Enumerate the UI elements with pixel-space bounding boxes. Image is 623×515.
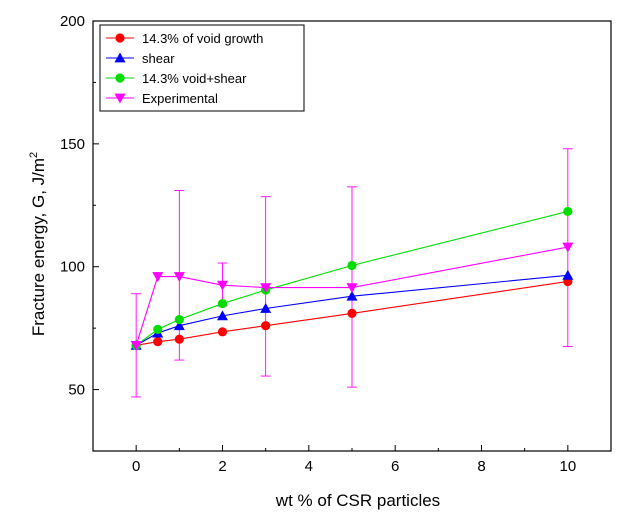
data-point <box>347 260 357 271</box>
x-tick-label: 8 <box>477 458 485 475</box>
data-point <box>346 290 358 301</box>
data-point <box>173 320 185 331</box>
x-tick-label: 4 <box>305 458 313 475</box>
data-point <box>563 206 573 217</box>
axis-ticks: 0 2 4 6 8 10 50 100 150 200 <box>60 13 576 475</box>
x-tick-label: 2 <box>218 458 226 475</box>
legend-marker <box>114 52 126 63</box>
y-axis-title: Fracture energy, G, J/m2 <box>28 152 48 336</box>
data-point <box>260 283 272 294</box>
legend-marker <box>114 93 126 104</box>
series-4 <box>130 242 574 351</box>
y-tick-label: 50 <box>68 382 85 399</box>
x-axis-title: wt % of CSR particles <box>275 491 440 510</box>
series-layer <box>130 206 574 351</box>
data-point <box>347 308 357 318</box>
x-tick-label: 0 <box>132 458 140 475</box>
y-tick-label: 150 <box>60 136 85 153</box>
data-point <box>174 314 184 325</box>
x-tick-label: 6 <box>391 458 399 475</box>
data-point <box>173 272 185 283</box>
legend-label: Experimental <box>142 91 218 106</box>
y-axis-title-main: Fracture energy, G, J/m <box>29 158 48 336</box>
data-point <box>152 272 164 283</box>
y-tick-label: 200 <box>60 13 85 30</box>
data-point <box>217 327 228 337</box>
data-point <box>260 302 272 313</box>
data-point <box>562 269 574 280</box>
data-point <box>562 242 574 253</box>
y-axis-title-superscript: 2 <box>28 152 40 158</box>
legend-label: 14.3% void+shear <box>142 71 247 86</box>
legend: 14.3% of void growth shear 14.3% void+shea… <box>99 24 305 112</box>
data-point <box>346 283 358 294</box>
legend-box <box>99 24 305 112</box>
data-point <box>261 321 271 331</box>
data-point <box>217 280 228 291</box>
error-bars <box>131 148 573 398</box>
data-point <box>153 337 163 347</box>
legend-label: shear <box>142 51 175 66</box>
legend-marker <box>115 73 125 83</box>
legend-marker <box>115 33 125 43</box>
data-point <box>153 324 163 334</box>
data-point <box>174 334 184 344</box>
legend-label: 14.3% of void growth <box>142 31 263 46</box>
data-point <box>217 298 228 309</box>
data-point <box>217 310 228 321</box>
y-tick-label: 100 <box>60 259 85 276</box>
x-tick-label: 10 <box>559 458 576 475</box>
data-point <box>130 340 142 351</box>
